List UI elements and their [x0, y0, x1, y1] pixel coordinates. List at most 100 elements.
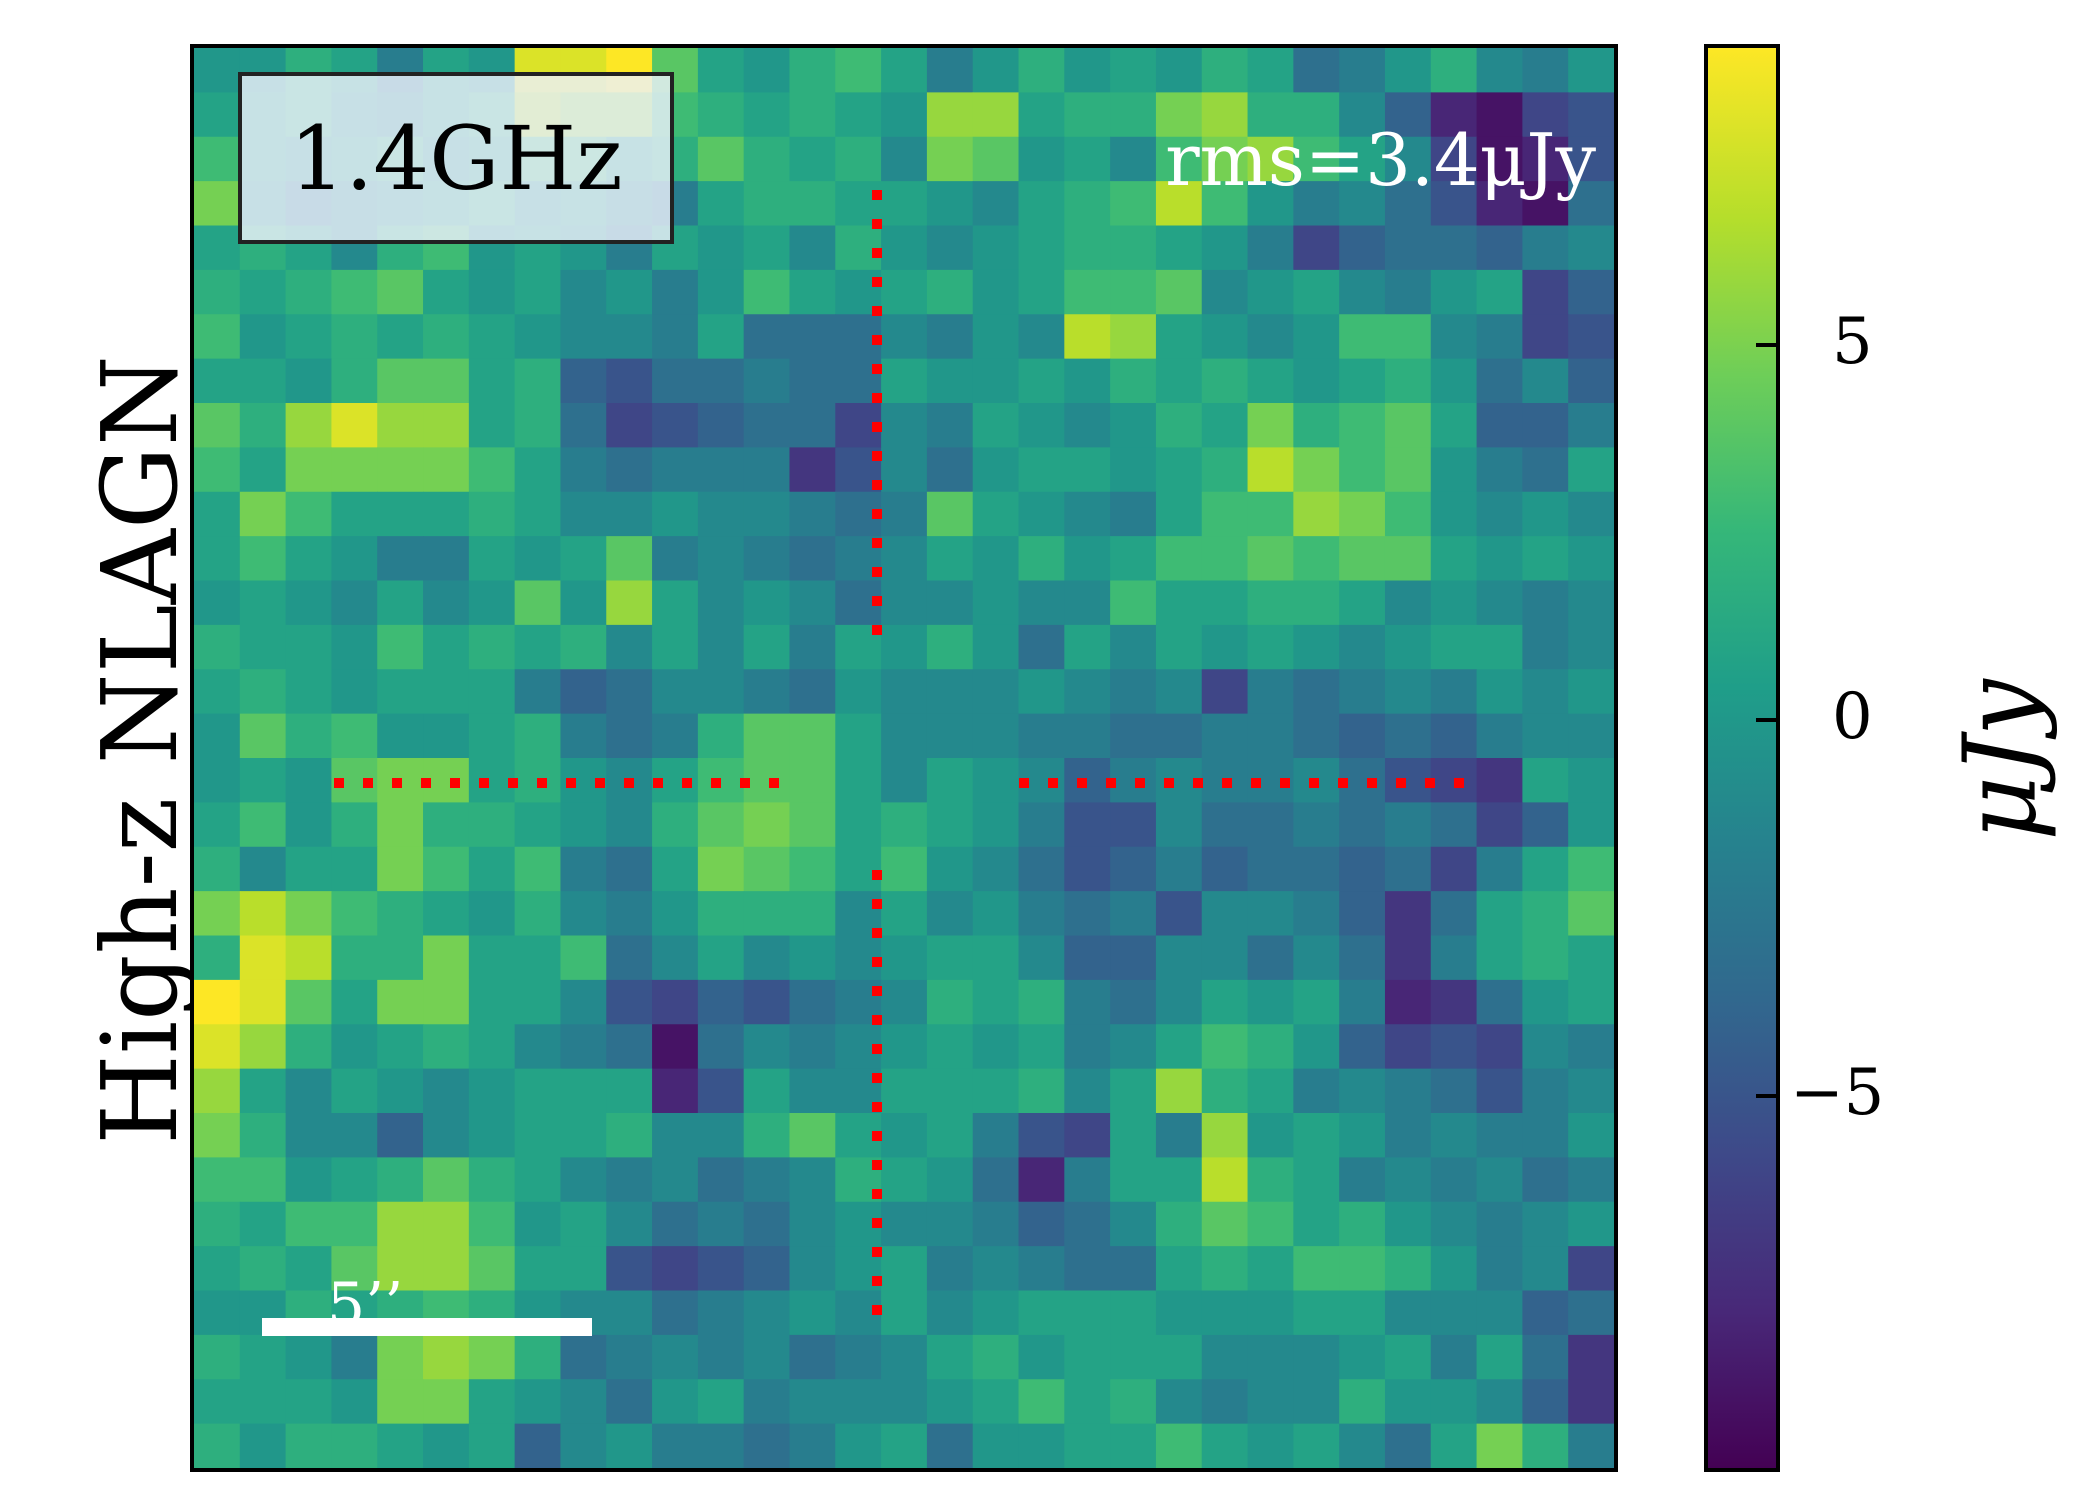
heatmap-cell [1568, 1290, 1614, 1336]
heatmap-cell [1430, 1024, 1478, 1070]
heatmap-cell [1018, 269, 1065, 315]
heatmap-cell [743, 314, 791, 360]
heatmap-cell [1201, 403, 1249, 448]
heatmap-cell [881, 846, 928, 892]
heatmap-cell [743, 48, 791, 93]
heatmap-cell [1110, 846, 1157, 892]
heatmap-cell [1064, 1157, 1111, 1203]
heatmap-cell [1110, 935, 1157, 981]
heatmap-cell [652, 447, 699, 493]
heatmap-cell [1568, 891, 1614, 937]
heatmap-cell [789, 1068, 836, 1114]
heatmap-cell [835, 669, 882, 715]
heatmap-cell [1293, 269, 1340, 315]
heatmap-cell [1568, 758, 1614, 803]
heatmap-cell [652, 891, 699, 937]
heatmap-cell [1384, 1334, 1432, 1380]
heatmap-cell [926, 447, 974, 493]
heatmap-cell [652, 536, 699, 582]
heatmap-cell [1384, 891, 1432, 937]
heatmap-cell [881, 48, 928, 93]
heatmap-cell [560, 580, 607, 626]
heatmap-cell [331, 891, 378, 937]
heatmap-cell [1293, 802, 1340, 848]
heatmap-cell [697, 1423, 745, 1468]
heatmap-cell [1201, 979, 1249, 1025]
heatmap-cell [239, 358, 287, 404]
heatmap-cell [881, 536, 928, 582]
heatmap-cell [239, 1201, 287, 1247]
colorbar-tick-label: 0 [1832, 680, 1873, 755]
heatmap-cell [1110, 181, 1157, 227]
heatmap-cell [1339, 136, 1386, 182]
heatmap-cell [285, 624, 333, 670]
heatmap-cell [1339, 491, 1386, 537]
heatmap-cell [835, 181, 882, 227]
heatmap-cell [1522, 846, 1569, 892]
heatmap-cell [652, 314, 699, 360]
heatmap-cell [560, 1246, 607, 1292]
heatmap-cell [881, 935, 928, 981]
heatmap-cell [1476, 624, 1523, 670]
heatmap-cell [1476, 92, 1523, 138]
heatmap-cell [1018, 1024, 1065, 1070]
heatmap-cell [1201, 713, 1249, 759]
heatmap-cell [926, 1423, 974, 1468]
heatmap-cell [789, 447, 836, 493]
heatmap-cell [789, 403, 836, 448]
heatmap-cell [514, 1423, 562, 1468]
heatmap-cell [1247, 1246, 1294, 1292]
heatmap-cell [926, 536, 974, 582]
heatmap-cell [1110, 403, 1157, 448]
heatmap-cell [1293, 1201, 1340, 1247]
heatmap-cell [285, 358, 333, 404]
heatmap-cell [697, 403, 745, 448]
heatmap-cell [926, 1157, 974, 1203]
heatmap-cell [423, 269, 470, 315]
heatmap-cell [1247, 580, 1294, 626]
heatmap-cell [652, 1423, 699, 1468]
heatmap-cell [789, 136, 836, 182]
heatmap-cell [377, 1246, 424, 1292]
heatmap-cell [560, 403, 607, 448]
heatmap-cell [1247, 935, 1294, 981]
heatmap-cell [881, 802, 928, 848]
heatmap-cell [697, 536, 745, 582]
heatmap-cell [743, 1024, 791, 1070]
heatmap-cell [1568, 935, 1614, 981]
heatmap-cell [606, 846, 653, 892]
heatmap-cell [239, 1113, 287, 1158]
heatmap-cell [972, 447, 1020, 493]
heatmap-cell [606, 358, 653, 404]
heatmap-cell [1064, 1201, 1111, 1247]
heatmap-cell [926, 1024, 974, 1070]
heatmap-cell [606, 536, 653, 582]
heatmap-cell [331, 1113, 378, 1158]
heatmap-cell [468, 491, 516, 537]
heatmap-cell [1384, 314, 1432, 360]
heatmap-cell [1476, 669, 1523, 715]
heatmap-cell [1155, 92, 1203, 138]
heatmap-cell [789, 713, 836, 759]
heatmap-cell [1201, 669, 1249, 715]
heatmap-cell [560, 713, 607, 759]
heatmap-cell [1339, 1024, 1386, 1070]
heatmap-cell [1064, 1334, 1111, 1380]
heatmap-cell [1018, 580, 1065, 626]
heatmap-cell [789, 1379, 836, 1425]
heatmap-cell [1568, 136, 1614, 182]
heatmap-cell [1018, 1246, 1065, 1292]
heatmap-cell [1339, 979, 1386, 1025]
heatmap-cell [560, 1113, 607, 1158]
heatmap-cell [743, 624, 791, 670]
heatmap-cell [1430, 92, 1478, 138]
heatmap-cell [1476, 491, 1523, 537]
heatmap-cell [194, 1113, 241, 1158]
heatmap-cell [1476, 403, 1523, 448]
heatmap-cell [377, 580, 424, 626]
heatmap-cell [1522, 358, 1569, 404]
heatmap-cell [194, 1201, 241, 1247]
heatmap-cell [789, 491, 836, 537]
heatmap-cell [926, 1334, 974, 1380]
heatmap-cell [1018, 491, 1065, 537]
